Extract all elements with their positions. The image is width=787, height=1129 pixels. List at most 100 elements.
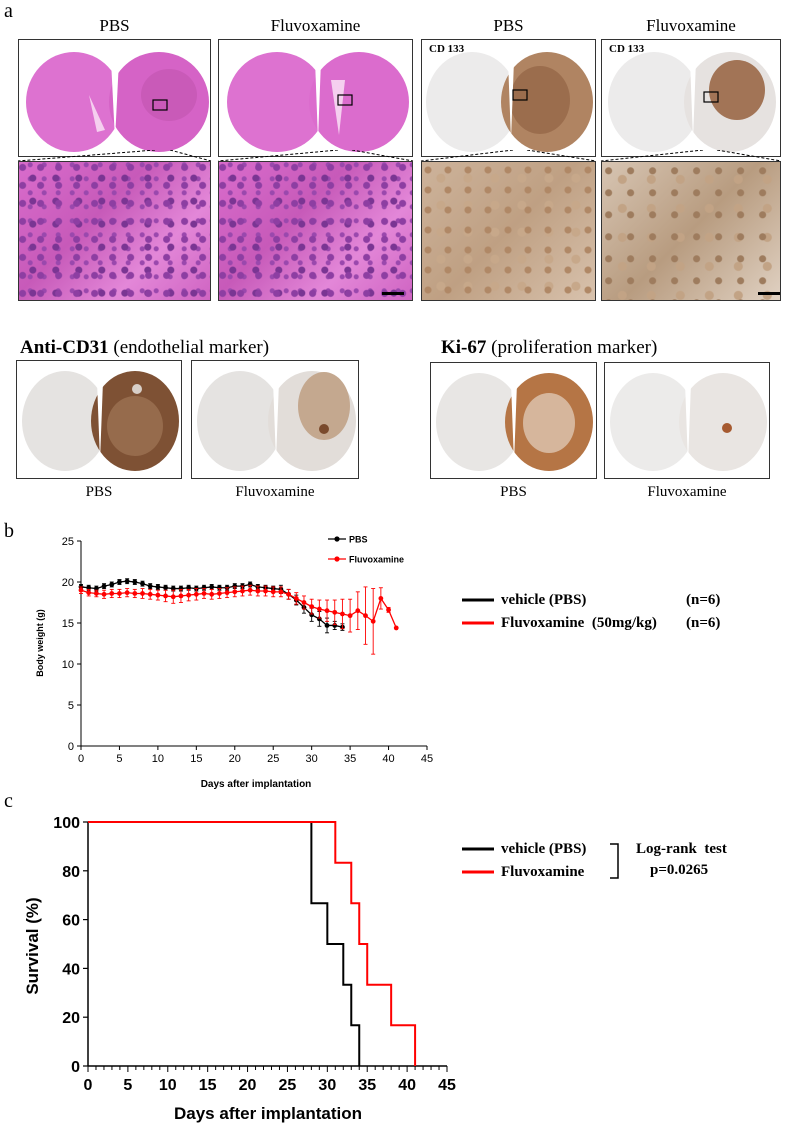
body-weight-legend-label: Fluvoxamine bbox=[349, 555, 404, 565]
ki67-heading-rest: (proliferation marker) bbox=[486, 337, 658, 358]
body-weight-point bbox=[78, 587, 84, 593]
bottom-caption-3: PBS bbox=[500, 484, 527, 500]
body-weight-x-tick-label: 45 bbox=[421, 753, 433, 765]
body-weight-point bbox=[163, 593, 168, 599]
body-weight-y-tick-label: 5 bbox=[68, 700, 74, 712]
body-weight-point bbox=[278, 589, 284, 595]
body-weight-point bbox=[293, 596, 299, 601]
ki67-brain-fluvoxamine-drawing bbox=[610, 373, 767, 471]
body-weight-point bbox=[363, 613, 368, 619]
outer-legend-fluvoxamine-label: Fluvoxamine (50mg/kg) bbox=[501, 615, 657, 631]
bottom-caption-1: PBS bbox=[85, 484, 113, 500]
body-weight-point bbox=[132, 579, 138, 585]
cd133-micro-fluvoxamine-image bbox=[601, 161, 781, 301]
body-weight-point bbox=[240, 588, 245, 594]
body-weight-x-tick-label: 5 bbox=[116, 753, 122, 765]
he-brain-pbs-drawing bbox=[26, 52, 209, 152]
cd31-brain-fluvoxamine-image bbox=[191, 360, 359, 479]
body-weight-point bbox=[201, 591, 207, 596]
he-brain-pbs-image bbox=[18, 39, 211, 157]
body-weight-point bbox=[178, 593, 184, 599]
body-weight-y-tick-label: 0 bbox=[68, 741, 74, 753]
he-micro-pbs-image bbox=[18, 161, 211, 301]
body-weight-point bbox=[393, 625, 399, 631]
survival-y-tick-label: 20 bbox=[62, 1010, 80, 1027]
outer-legend-pbs-label: vehicle (PBS) bbox=[501, 592, 587, 608]
cd31-heading-bold: Anti-CD31 bbox=[20, 337, 109, 358]
body-weight-point bbox=[132, 591, 138, 596]
top-title-2: Fluvoxamine bbox=[270, 16, 361, 35]
scale-bar-2 bbox=[758, 292, 780, 295]
body-weight-point bbox=[224, 590, 230, 596]
survival-x-tick-label: 0 bbox=[84, 1077, 93, 1094]
outer-legend-pbs-n: (n=6) bbox=[686, 592, 721, 608]
cd31-heading: Anti-CD31 (endothelial marker) bbox=[20, 337, 269, 359]
survival-y-tick-label: 40 bbox=[62, 961, 80, 978]
he-brain-fluvoxamine-drawing bbox=[227, 52, 409, 152]
body-weight-legend-marker bbox=[334, 536, 340, 542]
survival-x-tick-label: 10 bbox=[159, 1077, 177, 1094]
survival-x-label: Days after implantation bbox=[174, 1104, 362, 1123]
survival-x-tick-label: 20 bbox=[239, 1077, 257, 1094]
survival-curve-pbs bbox=[88, 821, 361, 1066]
panel-c-label: c bbox=[4, 790, 13, 812]
survival-x-tick-label: 30 bbox=[318, 1077, 336, 1094]
body-weight-point bbox=[340, 611, 345, 617]
survival-curve-fluvoxamine bbox=[88, 821, 417, 1066]
body-weight-x-label: Days after implantation bbox=[201, 779, 312, 790]
survival-x-tick-label: 40 bbox=[398, 1077, 416, 1094]
body-weight-point bbox=[309, 604, 315, 609]
body-weight-point bbox=[124, 590, 130, 596]
body-weight-point bbox=[93, 591, 99, 596]
body-weight-point bbox=[140, 591, 145, 596]
bottom-caption-2: Fluvoxamine bbox=[235, 484, 315, 500]
body-weight-point bbox=[355, 608, 361, 614]
body-weight-point bbox=[155, 584, 161, 590]
body-weight-legend-marker bbox=[334, 556, 340, 562]
survival-x-tick-label: 15 bbox=[199, 1077, 217, 1094]
cd133-micro-pbs-image bbox=[421, 161, 596, 301]
body-weight-x-tick-label: 30 bbox=[306, 753, 318, 765]
survival-y-label: Survival (%) bbox=[23, 897, 42, 994]
body-weight-point bbox=[140, 581, 145, 587]
body-weight-point bbox=[86, 590, 92, 596]
survival-y-tick-label: 60 bbox=[62, 913, 80, 930]
top-title-1: PBS bbox=[99, 16, 130, 35]
he-micro-fluvoxamine-image bbox=[218, 161, 413, 301]
body-weight-point bbox=[324, 623, 330, 628]
cd31-brain-pbs-image bbox=[16, 360, 182, 479]
body-weight-x-tick-label: 40 bbox=[382, 753, 394, 765]
body-weight-point bbox=[370, 618, 376, 624]
body-weight-point bbox=[332, 609, 338, 615]
body-weight-outer-legend-lines bbox=[462, 598, 494, 625]
survival-x-tick-label: 45 bbox=[438, 1077, 456, 1094]
body-weight-x-tick-label: 0 bbox=[78, 753, 84, 765]
ki67-brain-fluvoxamine-image bbox=[604, 362, 770, 479]
body-weight-point bbox=[209, 584, 215, 590]
body-weight-y-tick-label: 25 bbox=[62, 536, 74, 548]
panel-b-label: b bbox=[4, 520, 14, 542]
body-weight-point bbox=[324, 608, 330, 614]
body-weight-point bbox=[347, 613, 353, 619]
ki67-heading: Ki-67 (proliferation marker) bbox=[441, 337, 657, 359]
body-weight-point bbox=[101, 583, 107, 589]
survival-legend-lines bbox=[462, 847, 494, 874]
top-title-4: Fluvoxamine bbox=[646, 16, 736, 35]
cd31-heading-rest: (endothelial marker) bbox=[108, 337, 270, 358]
survival-legend-pbs: vehicle (PBS) bbox=[501, 841, 587, 857]
body-weight-point bbox=[263, 588, 268, 594]
body-weight-point bbox=[255, 588, 261, 594]
survival-legend-fluvoxamine: Fluvoxamine bbox=[501, 864, 585, 880]
body-weight-y-tick-label: 10 bbox=[62, 659, 74, 671]
body-weight-point bbox=[147, 591, 153, 597]
log-rank-title: Log-rank test bbox=[636, 841, 727, 857]
cd133-brain-fluvoxamine-drawing bbox=[608, 52, 776, 152]
body-weight-point bbox=[209, 591, 215, 597]
body-weight-point bbox=[378, 596, 384, 601]
outer-legend-fluvoxamine-n: (n=6) bbox=[686, 615, 721, 631]
he-brain-fluvoxamine-image bbox=[218, 39, 413, 157]
cd31-brain-pbs-drawing bbox=[22, 371, 179, 471]
cd133-brain-fluvoxamine-image: CD 133 bbox=[601, 39, 781, 157]
body-weight-point bbox=[186, 592, 192, 598]
cd133-brain-pbs-image: CD 133 bbox=[421, 39, 596, 157]
